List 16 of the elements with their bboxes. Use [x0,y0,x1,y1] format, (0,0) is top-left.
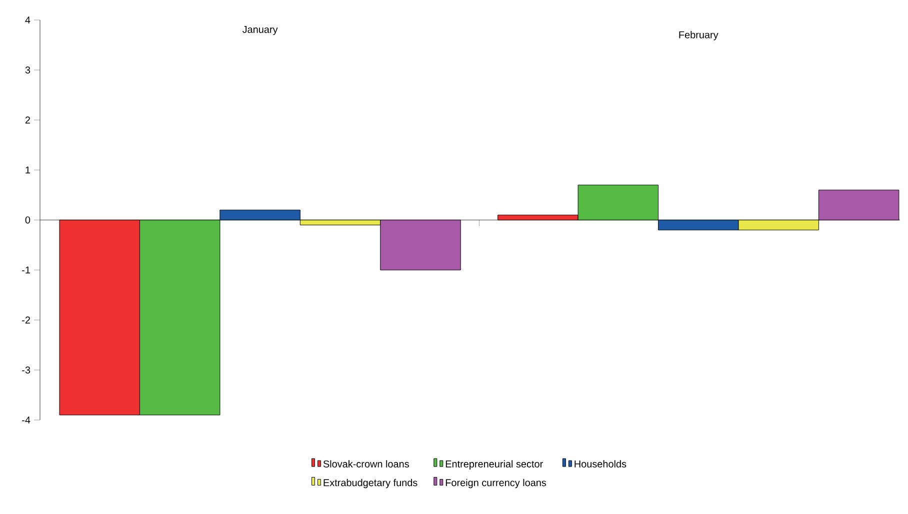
y-tick-label: 0 [25,216,30,224]
x-tick-label: February [679,31,718,40]
legend-label: Slovak-crown loans [323,460,409,468]
y-tick-label: 1 [26,166,30,174]
y-tick-label: 4 [25,16,30,24]
legend-label: Extrabudgetary funds [324,478,418,488]
y-tick-label: 2 [25,116,30,124]
y-tick-label: 3 [25,66,30,74]
y-tick-label: -2 [22,316,30,324]
y-tick-label: -4 [22,416,30,424]
y-tick-label: -1 [22,266,30,274]
legend-label: Entrepreneurial sector [446,460,543,470]
y-tick-label: -3 [22,366,30,374]
x-tick-label: January [242,26,278,35]
legend-label: Foreign currency loans [446,478,546,488]
legend-label: Households [574,460,626,468]
